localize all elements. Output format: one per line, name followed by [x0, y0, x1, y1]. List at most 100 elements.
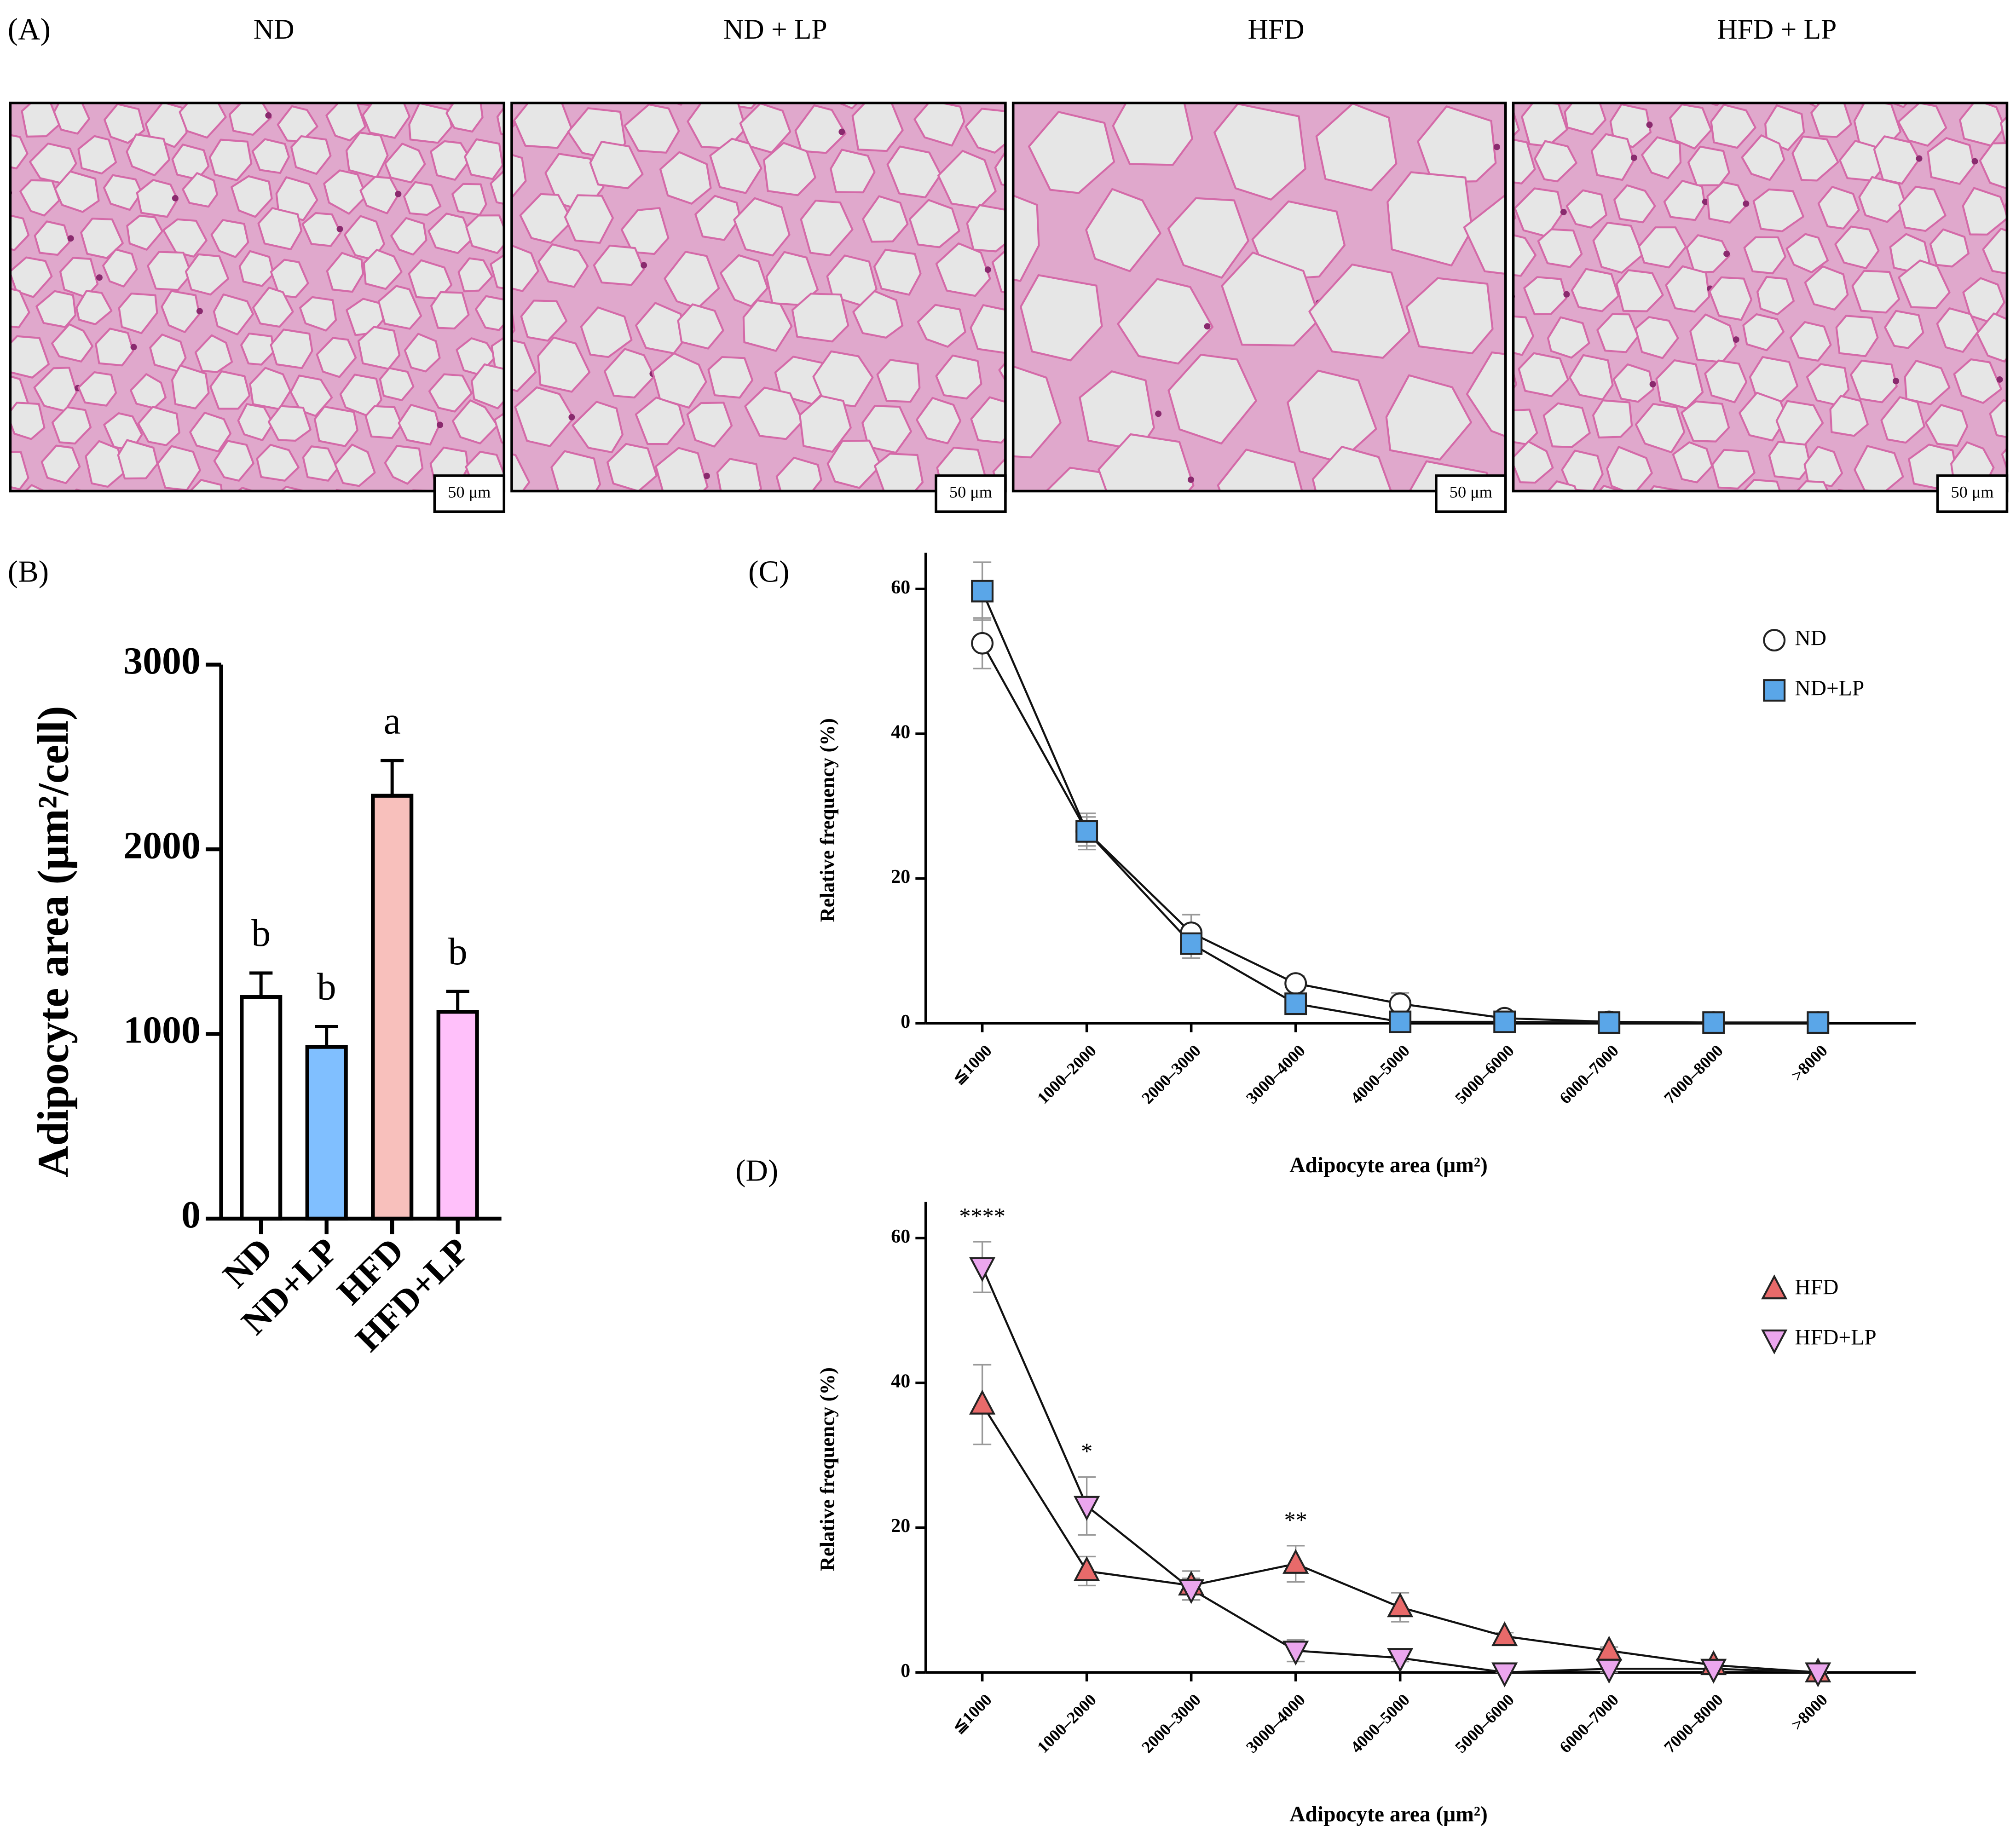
adipocyte: [86, 58, 124, 94]
adipocyte: [1571, 268, 1620, 312]
adipocyte: [1417, 105, 1497, 183]
adipocyte: [916, 397, 962, 444]
adipocyte: [1706, 181, 1749, 224]
adipocyte: [862, 497, 914, 549]
adipocyte: [1672, 441, 1713, 484]
adipocyte: [1446, 59, 1491, 103]
adipocyte: [334, 443, 376, 487]
adipocyte: [363, 248, 403, 290]
adipocyte: [404, 333, 441, 373]
bar: [240, 995, 283, 1221]
adipocyte: [1959, 103, 1965, 104]
adipocyte: [384, 143, 426, 184]
nucleus: [172, 506, 179, 512]
adipocyte: [1117, 278, 1214, 365]
y-tick-label: 0: [901, 1660, 910, 1682]
adipocyte: [267, 405, 312, 442]
adipocyte: [189, 411, 232, 453]
adipocyte: [2011, 365, 2016, 403]
adipocyte: [861, 405, 912, 454]
adipocyte: [1565, 528, 1662, 623]
nucleus: [1996, 376, 2003, 383]
nucleus: [984, 266, 991, 273]
adipocyte: [886, 145, 942, 199]
micrograph-title: HFD: [1248, 14, 1305, 45]
nucleus: [1204, 323, 1211, 330]
data-point: [1387, 1648, 1414, 1673]
adipocyte: [117, 439, 159, 480]
adipocyte: [1854, 103, 1872, 106]
error-bar: [315, 1025, 338, 1047]
adipocyte: [1707, 103, 1720, 107]
adipocyte: [589, 140, 644, 190]
adipocyte: [116, 490, 124, 491]
adipocyte: [1806, 103, 1821, 108]
adipocyte: [1924, 404, 1969, 447]
adipocyte: [411, 489, 433, 491]
y-tick-label: 2000: [123, 824, 201, 867]
adipocyte: [1854, 445, 1904, 491]
nucleus: [1892, 378, 1899, 385]
adipocyte: [373, 490, 379, 491]
adipocyte: [537, 243, 589, 288]
adipocyte: [125, 60, 169, 101]
adipocyte: [1709, 276, 1753, 321]
adipocyte: [1897, 103, 1947, 147]
adipocyte: [428, 373, 473, 413]
nucleus: [641, 262, 647, 269]
data-point: [1805, 1662, 1831, 1687]
adipocyte: [1711, 449, 1756, 490]
adipocyte: [490, 253, 504, 290]
adipocyte: [1513, 108, 1520, 137]
adipocyte: [1641, 136, 1682, 179]
y-tick-label: 20: [891, 866, 910, 887]
adipocyte: [1098, 433, 1195, 491]
data-point: [1702, 1011, 1725, 1034]
adipocyte: [659, 151, 712, 205]
adipocyte: [1612, 363, 1655, 403]
nucleus: [265, 112, 272, 119]
adipocyte: [80, 218, 124, 259]
adipocyte: [1789, 321, 1832, 362]
adipocyte: [364, 405, 403, 439]
nucleus: [1733, 336, 1739, 343]
nucleus: [938, 66, 944, 72]
adipocyte: [520, 299, 568, 342]
adipocyte: [1742, 54, 1782, 92]
scale-bar-label: 50 μm: [448, 483, 491, 501]
nucleus: [679, 519, 686, 525]
adipocyte: [1481, 8, 1557, 83]
adipocyte: [1742, 313, 1785, 351]
adipocyte: [280, 485, 308, 491]
adipocyte: [194, 334, 233, 373]
adipocyte: [1083, 535, 1180, 623]
x-tick-label: 2000–3000: [1138, 1690, 1204, 1756]
x-tick-label: 6000–7000: [1556, 1041, 1622, 1107]
adipocyte: [564, 194, 614, 244]
adipocyte: [1681, 495, 1727, 539]
adipocyte: [513, 103, 572, 149]
nucleus: [1779, 69, 1785, 75]
adipocyte: [179, 103, 227, 139]
adipocyte: [496, 106, 504, 136]
adipocyte: [237, 403, 274, 441]
adipocyte: [238, 250, 275, 287]
adipocyte: [53, 103, 90, 135]
adipocyte: [1518, 352, 1569, 397]
adipocyte: [171, 364, 210, 409]
adipocyte: [686, 402, 733, 448]
adipocyte: [1686, 234, 1731, 274]
adipocyte: [1405, 277, 1494, 355]
adipocyte: [593, 244, 645, 286]
adipocyte: [289, 374, 333, 417]
adipocyte: [1663, 179, 1706, 221]
adipocyte: [1669, 103, 1712, 150]
x-tick-label: 4000–5000: [1347, 1690, 1413, 1756]
adipocyte: [991, 249, 1005, 294]
adipocyte: [189, 479, 223, 491]
adipocyte: [1547, 480, 1577, 491]
legend-marker: [1761, 1329, 1788, 1354]
adipocyte: [1898, 259, 1951, 309]
adipocyte: [1837, 489, 1852, 491]
nucleus: [568, 414, 575, 420]
